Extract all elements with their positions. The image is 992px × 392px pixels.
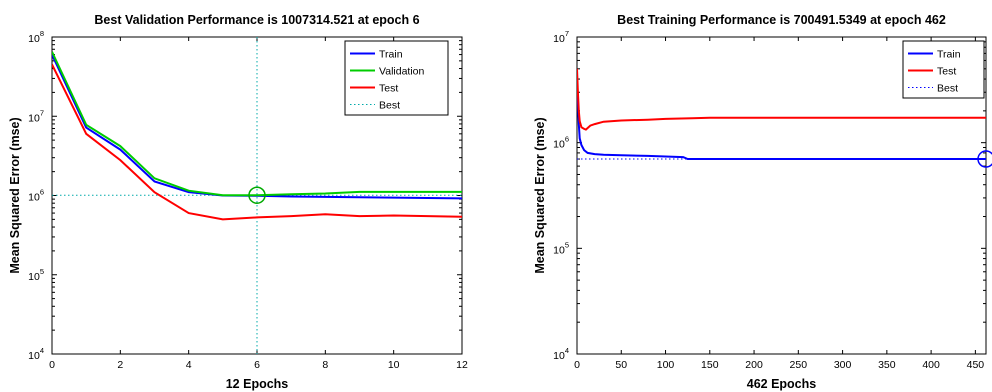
series-line-test (577, 68, 986, 131)
x-tick-label: 50 (615, 359, 627, 371)
x-tick-label: 100 (657, 359, 675, 371)
x-tick-label: 0 (574, 359, 580, 371)
x-tick-label: 350 (878, 359, 896, 371)
legend: Train Validation Test Best (344, 40, 449, 116)
x-tick-label: 10 (388, 359, 400, 371)
y-tick-label: 104 (553, 346, 569, 362)
legend-entry-test: Test (379, 83, 398, 95)
y-tick-label: 104 (28, 346, 44, 362)
training-performance-chart: Best Training Performance is 700491.5349… (533, 13, 992, 391)
y-tick-label: 106 (28, 188, 44, 204)
x-tick-label: 450 (967, 359, 985, 371)
x-tick-label: 400 (922, 359, 940, 371)
series-line-test (52, 64, 462, 221)
y-axis-label: Mean Squared Error (mse) (8, 117, 22, 273)
y-tick-label: 105 (553, 240, 569, 256)
x-tick-label: 6 (254, 359, 260, 371)
best-point-marker (977, 150, 992, 168)
x-tick-label: 0 (49, 359, 55, 371)
x-axis-label: 462 Epochs (747, 377, 817, 391)
y-tick-label: 105 (28, 267, 44, 283)
x-tick-label: 12 (456, 359, 468, 371)
y-axis-label: Mean Squared Error (mse) (533, 117, 547, 273)
legend-entry-train: Train (937, 49, 961, 61)
legend-entry-test: Test (937, 66, 956, 78)
x-tick-label: 300 (834, 359, 852, 371)
validation-performance-chart: Best Validation Performance is 1007314.5… (8, 13, 468, 391)
chart-title: Best Validation Performance is 1007314.5… (94, 13, 419, 27)
series-line-train (577, 78, 986, 160)
y-tick-label: 107 (28, 108, 44, 124)
series-line-validation (52, 51, 462, 197)
y-tick-label: 107 (553, 29, 569, 45)
chart-title: Best Training Performance is 700491.5349… (617, 13, 946, 27)
x-tick-label: 8 (322, 359, 328, 371)
legend-entry-best: Best (379, 100, 400, 112)
legend-entry-train: Train (379, 49, 403, 61)
x-axis-label: 12 Epochs (226, 377, 289, 391)
x-tick-label: 250 (790, 359, 808, 371)
x-tick-label: 2 (117, 359, 123, 371)
legend-entry-best: Best (937, 83, 958, 95)
y-tick-label: 108 (28, 29, 44, 45)
x-tick-label: 200 (745, 359, 763, 371)
x-tick-label: 150 (701, 359, 719, 371)
legend: Train Test Best (902, 40, 985, 99)
y-tick-label: 106 (553, 135, 569, 151)
best-point-marker (248, 186, 266, 204)
x-tick-label: 4 (186, 359, 192, 371)
legend-entry-validation: Validation (379, 66, 424, 78)
